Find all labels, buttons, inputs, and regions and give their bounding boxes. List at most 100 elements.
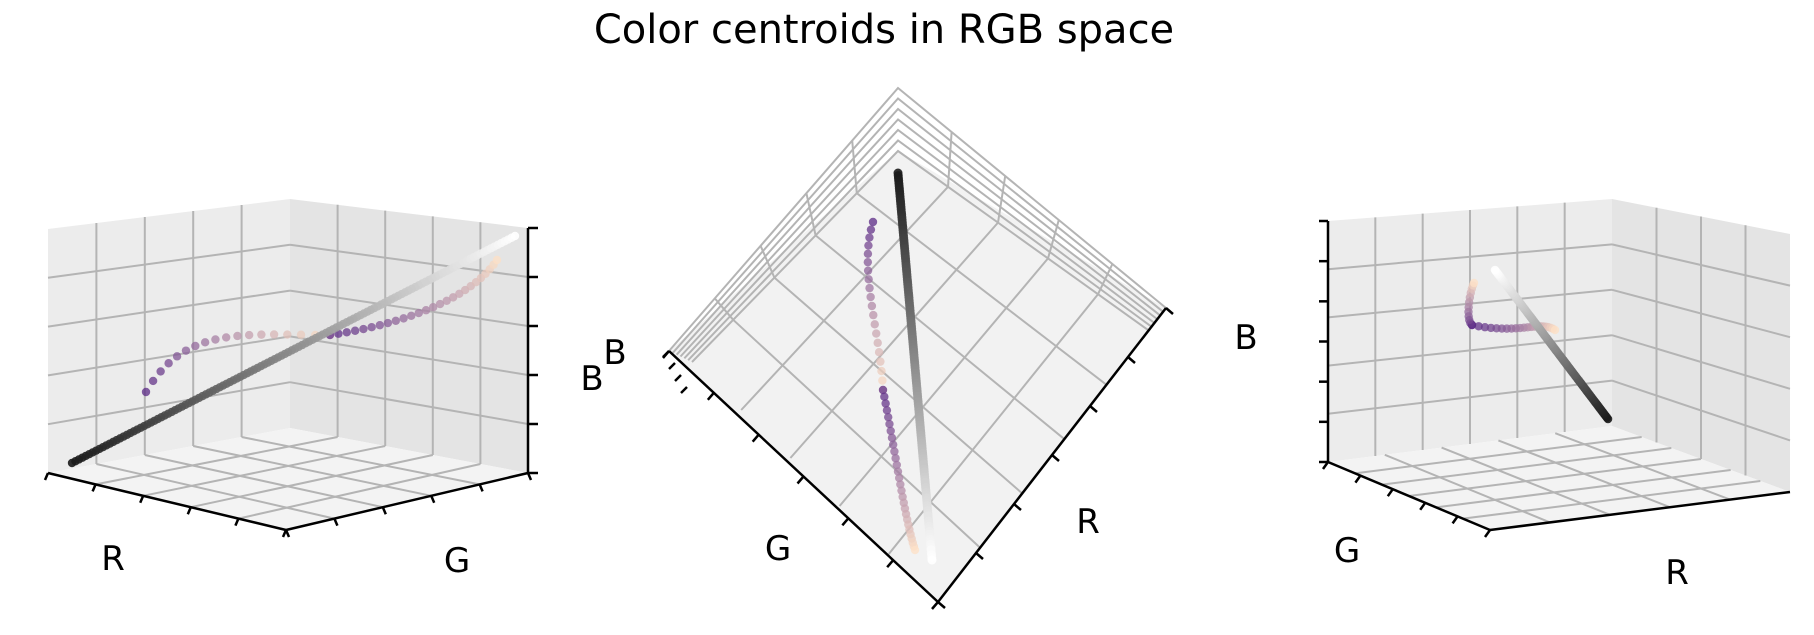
right-grid-line — [1327, 334, 1613, 367]
left-grid-line — [241, 436, 480, 486]
center-purple-point — [886, 426, 895, 436]
left-purple-point — [442, 296, 451, 305]
left-purple-point — [342, 328, 351, 337]
left-gray-point — [510, 231, 520, 241]
center-purple-point — [864, 241, 873, 250]
left-purple-point — [148, 376, 158, 386]
left-purple-point — [428, 303, 438, 312]
center-tick-marks — [662, 307, 1174, 610]
left-grid-line — [47, 243, 291, 279]
left-purple-point — [407, 311, 416, 320]
right-tick-marks — [1319, 219, 1492, 538]
center-purple-point — [867, 301, 877, 311]
center-purple-point — [881, 399, 890, 408]
center-wall-line — [805, 192, 817, 236]
center-tick — [1165, 307, 1174, 315]
center-tick — [796, 475, 805, 485]
center-tick — [931, 601, 939, 610]
left-purple-point — [200, 338, 210, 347]
left-purple-point — [269, 330, 279, 339]
center-purple-point — [876, 357, 885, 366]
center-tick — [662, 350, 670, 358]
right-tick — [1354, 474, 1362, 484]
left-back-pane — [48, 199, 290, 473]
left-b-axis-label: B — [580, 359, 603, 399]
right-tick — [1386, 488, 1394, 497]
left-purple-point — [181, 346, 191, 355]
left-tick — [91, 483, 97, 492]
left-purple-point — [492, 255, 502, 265]
center-purple-point — [910, 545, 920, 555]
right-purple-point — [1474, 322, 1483, 331]
right-r-axis-label: R — [1665, 553, 1689, 593]
left-purple-point — [414, 308, 423, 318]
center-purple-point — [874, 348, 884, 357]
center-purple-point — [888, 440, 898, 449]
center-g-axis-label: G — [765, 529, 791, 569]
center-purple-point — [896, 480, 905, 489]
center-purple-point — [868, 217, 878, 227]
center-purple-point — [870, 320, 879, 329]
right-g-axis-label: G — [1334, 531, 1360, 571]
right-tick — [1483, 529, 1492, 538]
right-purple-point — [1550, 325, 1560, 335]
left-tick — [430, 495, 436, 504]
left-tick-marks — [43, 226, 538, 538]
center-purple-point — [894, 473, 904, 483]
center-purple-point — [891, 454, 900, 463]
center-wall-line — [759, 245, 776, 278]
left-purple-point — [211, 335, 220, 344]
left-r-axis-label: R — [101, 539, 125, 579]
left-g-axis-label: G — [444, 541, 470, 581]
right-grid-line — [1611, 288, 1791, 339]
left-grid-line — [289, 289, 529, 327]
center-tick — [1051, 454, 1060, 462]
center-grid-line — [773, 276, 1023, 494]
center-view-panel: B G R — [603, 86, 1174, 610]
center-tick — [886, 559, 895, 568]
left-purple-point — [164, 359, 173, 368]
left-purple-point — [399, 314, 408, 323]
left-purple-point — [359, 324, 368, 334]
center-tick — [1089, 405, 1098, 413]
right-view-panel: B G R — [1234, 199, 1791, 593]
left-purple-point — [283, 330, 292, 339]
center-purple-point — [866, 225, 876, 234]
left-grid-line — [192, 445, 432, 497]
center-purple-point — [892, 460, 902, 470]
center-purple-point — [869, 310, 878, 320]
center-wall-line — [851, 140, 858, 194]
center-wall-line — [668, 86, 1167, 352]
left-purple-point — [296, 330, 306, 339]
left-tick — [234, 518, 240, 527]
left-grid-line — [142, 445, 386, 497]
left-tick — [381, 506, 387, 515]
center-purple-point — [873, 338, 882, 348]
left-purple-point — [421, 306, 431, 315]
center-wall-line — [691, 149, 1149, 363]
center-wall-line — [679, 118, 1158, 358]
right-purple-point — [1469, 278, 1479, 288]
center-purple-point — [877, 366, 886, 376]
right-grid-line — [1354, 436, 1642, 475]
center-wall-line — [947, 131, 953, 187]
left-purple-point — [156, 367, 165, 376]
left-view-panel: R G B — [43, 199, 604, 581]
right-grid-line — [1611, 334, 1791, 390]
right-grid-line — [1327, 243, 1613, 271]
center-grid-line — [838, 257, 1049, 507]
left-grid-line — [190, 454, 434, 509]
left-purple-point — [391, 316, 400, 325]
center-tick — [937, 601, 946, 609]
left-tick — [139, 495, 145, 504]
left-tick — [284, 529, 291, 538]
center-purple-point — [864, 275, 873, 284]
left-purple-point — [257, 330, 266, 339]
center-tick — [674, 374, 682, 382]
center-purple-point — [878, 385, 888, 395]
right-grid-line — [1611, 379, 1791, 442]
right-grid-line — [1381, 447, 1672, 486]
center-purple-point — [880, 392, 889, 401]
center-purple-point — [893, 467, 903, 476]
center-grid-line — [814, 234, 1065, 440]
